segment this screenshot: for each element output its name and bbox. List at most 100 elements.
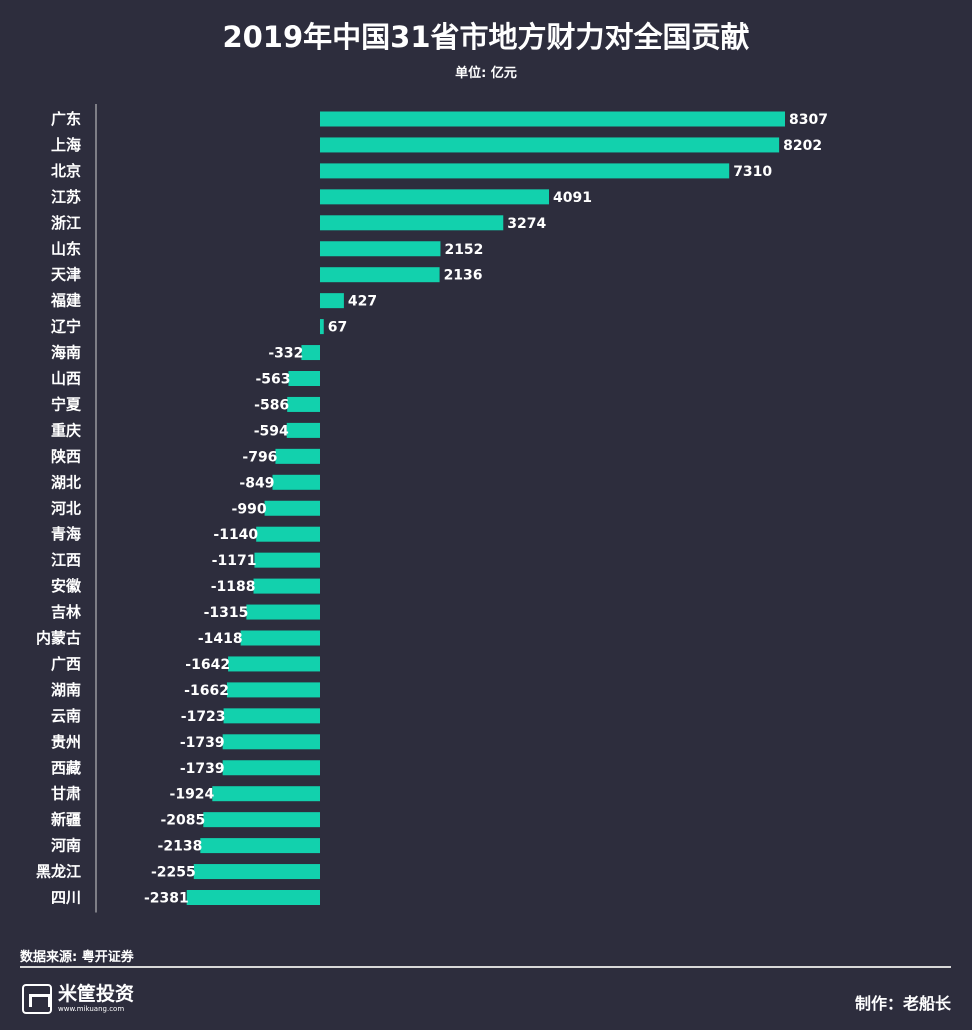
category-label: 江西 (51, 551, 81, 569)
chart-title: 2019年中国31省市地方财力对全国贡献 (222, 20, 750, 54)
category-label: 上海 (51, 136, 81, 154)
bar (320, 215, 504, 231)
bar-chart: 广东 8307 上海 8202 北京 7310 江苏 4091 浙江 3274 山东 2152 天津 21… (36, 104, 828, 913)
bar (228, 656, 320, 672)
bar (288, 371, 320, 386)
data-label: 4091 (553, 190, 592, 206)
bar (256, 526, 320, 542)
footer-divider (20, 966, 951, 968)
data-label: -1171 (212, 553, 257, 569)
bar (275, 448, 320, 464)
bar (320, 267, 440, 283)
bar (301, 345, 320, 361)
category-label: 四川 (51, 889, 81, 907)
bar (287, 396, 320, 412)
bar (222, 760, 320, 776)
data-label: -990 (232, 501, 267, 517)
data-label: -2381 (144, 891, 189, 907)
bar (193, 864, 320, 880)
bar (223, 708, 320, 724)
bar (320, 111, 785, 127)
data-label: -1188 (211, 579, 256, 595)
category-label: 北京 (51, 162, 81, 180)
category-label: 新疆 (51, 811, 81, 829)
logo-name: 米筐投资 (58, 983, 135, 1005)
category-label: 贵州 (51, 733, 81, 751)
data-label: -2085 (161, 813, 206, 829)
category-label: 内蒙古 (36, 629, 81, 647)
data-label: -1739 (180, 735, 225, 751)
bar (186, 890, 320, 905)
bar (253, 578, 320, 594)
bar (320, 319, 324, 335)
category-label: 河南 (51, 837, 81, 855)
logo-url: www.mikuang.com (58, 1005, 125, 1013)
category-label: 天津 (51, 266, 81, 284)
category-label: 宁夏 (51, 395, 82, 413)
category-label: 福建 (50, 292, 82, 310)
bar (222, 734, 320, 750)
bar (254, 552, 320, 568)
category-label: 广东 (51, 110, 81, 128)
data-label: 8307 (789, 112, 828, 128)
bar (272, 474, 320, 490)
data-label: -796 (242, 449, 277, 465)
bar (200, 838, 320, 854)
data-label: -1723 (181, 709, 226, 725)
mikuang-logo-icon (22, 984, 52, 1014)
category-label: 黑龙江 (36, 863, 81, 881)
data-label: 2136 (444, 268, 483, 284)
category-label: 湖南 (51, 681, 81, 699)
bar (240, 630, 320, 646)
data-label: -1924 (170, 787, 215, 803)
data-label: -1418 (198, 631, 243, 647)
data-label: 8202 (783, 138, 822, 154)
bar (264, 500, 320, 516)
bar (320, 163, 730, 179)
data-label: -1739 (180, 761, 225, 777)
category-label: 重庆 (51, 421, 81, 439)
category-label: 辽宁 (51, 318, 81, 336)
data-label: -2138 (158, 839, 203, 855)
category-label: 河北 (51, 499, 81, 517)
category-label: 青海 (51, 525, 81, 543)
category-label: 山东 (51, 240, 81, 258)
data-label: 427 (348, 294, 377, 310)
data-label: -332 (268, 346, 303, 362)
data-label: -1662 (184, 683, 229, 699)
category-label: 山西 (51, 370, 81, 388)
bar (212, 786, 320, 802)
bar (320, 137, 780, 153)
brand-logo: 米筐投资 www.mikuang.com (22, 984, 134, 1014)
bar (320, 241, 441, 257)
category-label: 吉林 (51, 603, 82, 621)
data-label: -849 (239, 475, 274, 491)
data-label: 7310 (733, 164, 772, 180)
bar (320, 189, 550, 205)
data-label: -594 (254, 423, 289, 439)
data-label: 2152 (444, 242, 483, 258)
category-label: 江苏 (51, 188, 81, 206)
unit-label: 单位: 亿元 (455, 66, 517, 81)
data-label: -1140 (213, 527, 258, 543)
category-label: 陕西 (51, 447, 81, 465)
data-label: -1315 (204, 605, 249, 621)
category-label: 湖北 (51, 473, 81, 491)
data-label: -563 (255, 372, 290, 388)
credit-label: 制作：老船长 (854, 994, 951, 1013)
category-label: 安徽 (51, 577, 82, 595)
category-label: 海南 (51, 344, 81, 362)
category-label: 甘肃 (51, 785, 81, 803)
bar (286, 422, 320, 438)
bar (226, 682, 320, 698)
category-label: 广西 (51, 655, 81, 673)
category-label: 云南 (51, 707, 81, 725)
bar (320, 293, 344, 309)
source-label: 数据来源: 粤开证券 (20, 950, 134, 965)
data-label: 3274 (507, 216, 546, 232)
bar (203, 812, 320, 828)
data-label: -1642 (185, 657, 230, 673)
category-label: 浙江 (51, 214, 81, 232)
bar (246, 604, 320, 620)
data-label: 67 (328, 320, 347, 336)
